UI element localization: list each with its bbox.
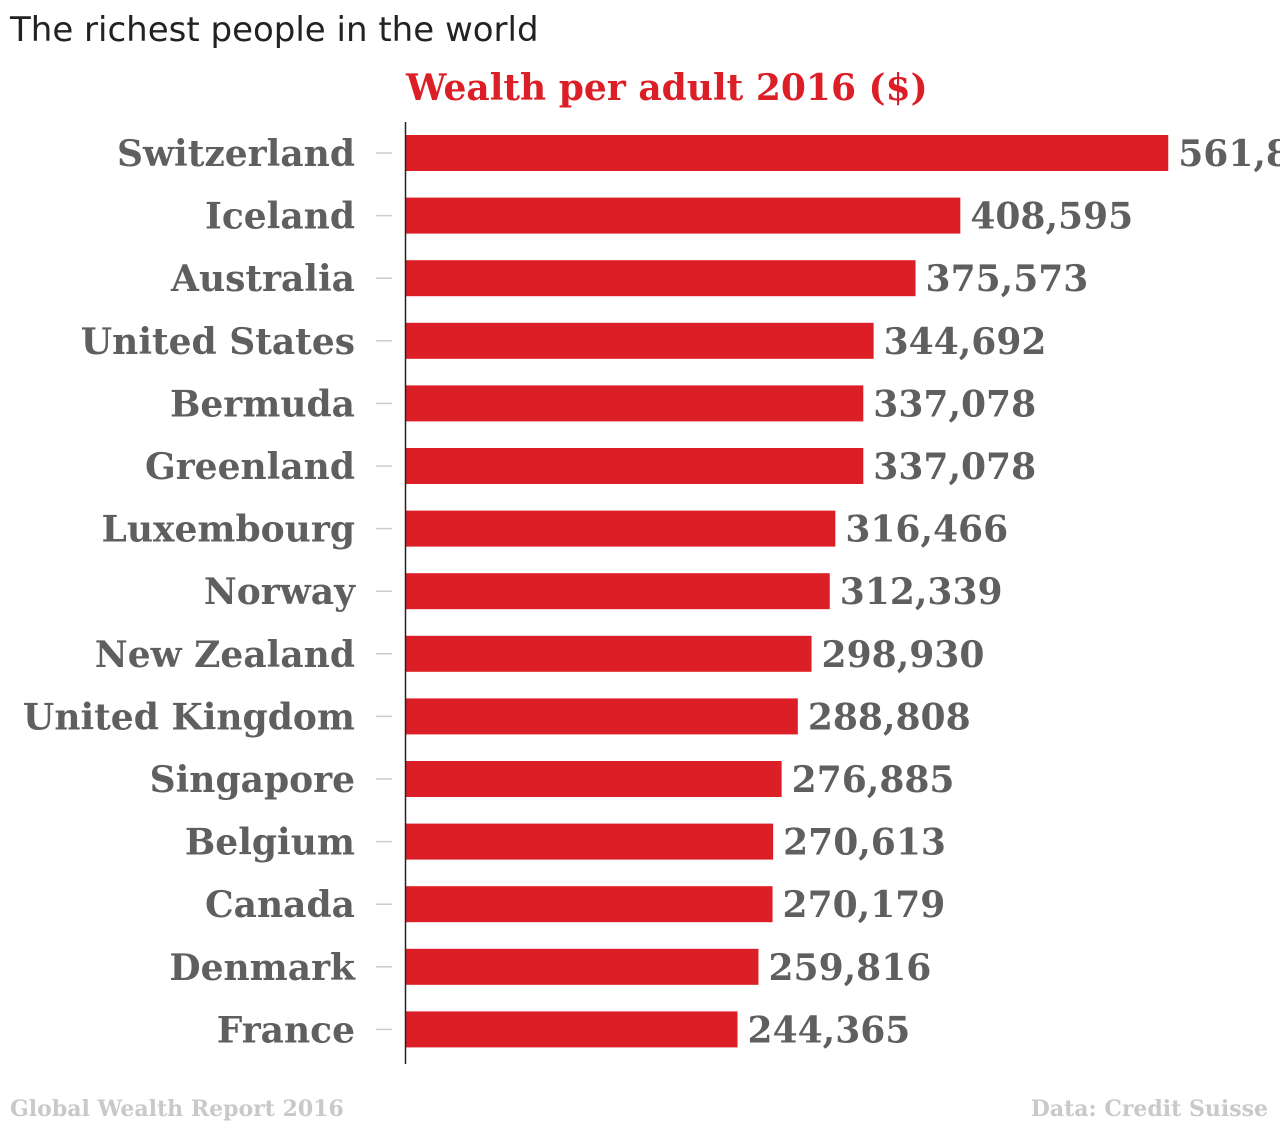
bar-australia bbox=[406, 260, 916, 297]
category-label: United Kingdom bbox=[23, 696, 355, 738]
category-label: Singapore bbox=[150, 759, 355, 801]
value-label: 259,816 bbox=[768, 947, 931, 989]
bar-norway bbox=[406, 573, 830, 610]
bar-bermuda bbox=[406, 385, 864, 422]
y-axis-ticks bbox=[376, 152, 392, 1031]
value-label: 312,339 bbox=[840, 571, 1003, 613]
value-label: 316,466 bbox=[845, 509, 1008, 551]
value-label: 337,078 bbox=[873, 383, 1036, 425]
category-label: United States bbox=[81, 321, 355, 363]
category-labels: Switzerland Iceland Australia United States… bbox=[23, 133, 356, 1051]
page-title: The richest people in the world bbox=[10, 10, 539, 50]
footer-source-left: Global Wealth Report 2016 bbox=[10, 1096, 344, 1122]
bar-denmark bbox=[406, 948, 759, 985]
bar-singapore bbox=[406, 761, 782, 797]
bar-luxembourg bbox=[406, 510, 836, 547]
bar-france bbox=[406, 1011, 738, 1048]
category-label: Belgium bbox=[185, 822, 355, 864]
value-label: 561,854 bbox=[1178, 133, 1280, 175]
category-label: Denmark bbox=[169, 947, 356, 989]
value-label: 270,613 bbox=[783, 822, 946, 864]
value-labels: 561,854 408,595 375,573 344,692 337,078 337,0… bbox=[748, 133, 1280, 1051]
category-label: Canada bbox=[205, 884, 355, 926]
value-label: 244,365 bbox=[748, 1009, 911, 1051]
value-label: 344,692 bbox=[884, 321, 1047, 363]
bar-united-states bbox=[406, 322, 874, 359]
bars bbox=[406, 135, 1169, 1048]
category-label: France bbox=[217, 1009, 355, 1051]
value-label: 276,885 bbox=[792, 759, 955, 801]
footer-source-right: Data: Credit Suisse bbox=[1030, 1096, 1268, 1122]
bar-belgium bbox=[406, 823, 774, 860]
value-label: 298,930 bbox=[822, 634, 985, 676]
value-label: 408,595 bbox=[970, 196, 1133, 238]
category-label: Australia bbox=[170, 258, 355, 300]
bar-iceland bbox=[406, 197, 961, 234]
bar-new-zealand bbox=[406, 635, 812, 672]
category-label: Iceland bbox=[205, 196, 355, 238]
chart-title: Wealth per adult 2016 ($) bbox=[405, 67, 928, 109]
category-label: Switzerland bbox=[117, 133, 355, 175]
bar-canada bbox=[406, 886, 773, 923]
category-label: Luxembourg bbox=[102, 509, 355, 551]
category-label: New Zealand bbox=[95, 634, 355, 676]
bar-greenland bbox=[406, 448, 864, 484]
category-label: Greenland bbox=[145, 446, 355, 488]
value-label: 270,179 bbox=[783, 884, 946, 926]
category-label: Norway bbox=[204, 571, 356, 613]
value-label: 288,808 bbox=[808, 696, 971, 738]
category-label: Bermuda bbox=[170, 383, 355, 425]
bar-united-kingdom bbox=[406, 698, 798, 735]
bar-switzerland bbox=[406, 135, 1169, 171]
value-label: 337,078 bbox=[873, 446, 1036, 488]
value-label: 375,573 bbox=[926, 258, 1089, 300]
